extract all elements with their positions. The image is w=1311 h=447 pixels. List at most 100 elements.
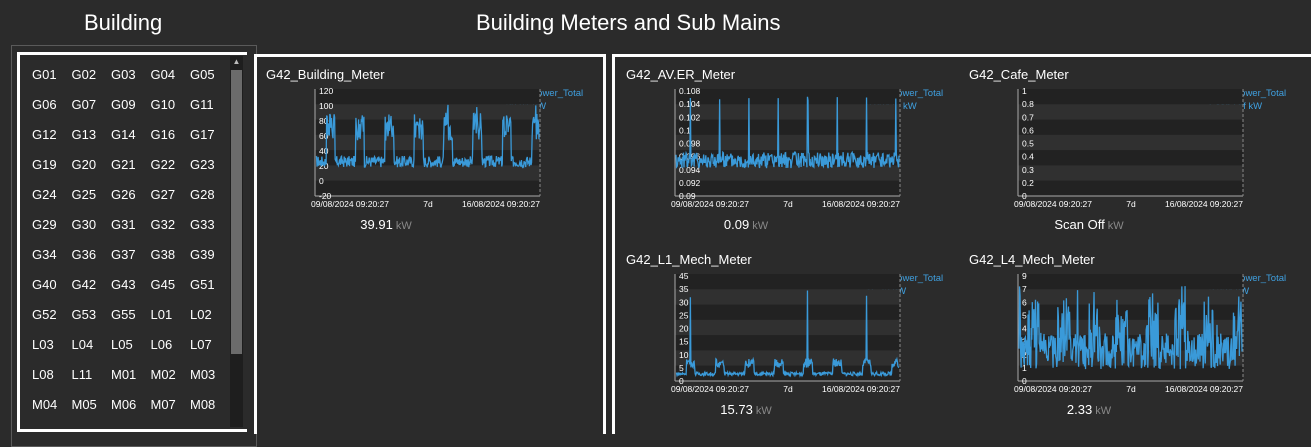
power-line-chart[interactable]: 0.1080.1040.1020.10.0980.0960.0940.0920.…	[626, 83, 956, 211]
building-item[interactable]: G17	[190, 127, 215, 142]
power-line-chart[interactable]: 45 35 30 25 20 15 10 5 009/08/2024 09:20:27 7d 16/…	[626, 268, 956, 396]
chart-band	[315, 89, 540, 105]
building-item[interactable]: L11	[71, 367, 93, 382]
building-item[interactable]: G09	[111, 97, 136, 112]
chart-band	[315, 119, 540, 135]
y-tick-label: 80	[319, 116, 329, 126]
building-list-scrollbar[interactable]: ▲	[230, 56, 243, 427]
building-item[interactable]: G20	[71, 157, 97, 172]
building-item[interactable]: M01	[111, 367, 137, 382]
building-item[interactable]: G53	[71, 307, 97, 322]
building-item[interactable]: M06	[111, 397, 137, 412]
y-tick-label: 1	[1022, 363, 1027, 373]
building-item[interactable]: G31	[111, 217, 136, 232]
building-item[interactable]: G39	[190, 247, 215, 262]
building-item[interactable]: G32	[150, 217, 176, 232]
building-item[interactable]: G43	[111, 277, 136, 292]
y-tick-label: 35	[679, 284, 689, 294]
building-item[interactable]: G52	[32, 307, 57, 322]
scroll-up-icon[interactable]: ▲	[232, 57, 241, 66]
building-item[interactable]: G40	[32, 277, 57, 292]
y-tick-label: 0.6	[1022, 125, 1034, 135]
x-tick-label: 7d	[783, 199, 793, 209]
building-item[interactable]: G22	[150, 157, 176, 172]
y-tick-label: 4	[1022, 324, 1027, 334]
y-tick-label: 30	[679, 297, 689, 307]
y-tick-label: 120	[319, 86, 333, 96]
y-tick-label: 9	[1022, 271, 1027, 281]
building-item[interactable]: L07	[190, 337, 212, 352]
building-item[interactable]: L05	[111, 337, 133, 352]
meter-widget-l1mech[interactable]: G42_L1_Mech_Meter Real_Power_Total 15.73 k…	[626, 252, 956, 424]
current-value-number: 2.33	[1066, 402, 1093, 417]
power-line-chart[interactable]: 1 0.8 0.7 0.6 0.5 0.4 0.3 0.2 009/08/2024 09:20:…	[969, 83, 1299, 211]
building-item[interactable]: G24	[32, 187, 57, 202]
building-item[interactable]: G14	[111, 127, 136, 142]
building-item[interactable]: G10	[150, 97, 176, 112]
building-item[interactable]: G12	[32, 127, 57, 142]
building-item[interactable]: G51	[190, 277, 215, 292]
building-item[interactable]: G34	[32, 247, 57, 262]
building-item[interactable]: G33	[190, 217, 215, 232]
building-item[interactable]: G45	[150, 277, 176, 292]
current-value: Scan Off kW	[969, 217, 1209, 232]
building-item[interactable]: G07	[71, 97, 97, 112]
y-tick-label: 0	[1022, 376, 1027, 386]
building-item[interactable]: L01	[150, 307, 173, 322]
chart-band	[315, 165, 540, 181]
meter-widget-building[interactable]: G42_Building_MeterReal_Power_Total39.91 …	[266, 67, 596, 239]
building-item[interactable]: G21	[111, 157, 136, 172]
chart-band	[675, 180, 900, 196]
y-tick-label: 5	[679, 363, 684, 373]
building-item[interactable]: G01	[32, 67, 57, 82]
y-tick-label: 0.8	[1022, 99, 1034, 109]
building-item[interactable]: G42	[71, 277, 97, 292]
building-item[interactable]: M08	[190, 397, 216, 412]
building-item[interactable]: L04	[71, 337, 94, 352]
x-tick-label: 7d	[783, 384, 793, 394]
current-value-unit: kW	[752, 220, 769, 232]
meter-widget-cafe[interactable]: G42_Cafe_Meter Real_Power_Total Scan Off k…	[969, 67, 1299, 239]
building-item[interactable]: G30	[71, 217, 97, 232]
building-item[interactable]: M07	[150, 397, 176, 412]
building-item[interactable]: M02	[150, 367, 176, 382]
series-line	[675, 96, 900, 169]
building-item[interactable]: G02	[71, 67, 97, 82]
building-item[interactable]: G16	[150, 127, 176, 142]
building-item[interactable]: M04	[32, 397, 58, 412]
building-item[interactable]: M03	[190, 367, 216, 382]
building-item[interactable]: G11	[190, 97, 214, 112]
chart-band	[1018, 304, 1243, 320]
building-item[interactable]: M05	[71, 397, 97, 412]
building-item[interactable]: G06	[32, 97, 57, 112]
building-item[interactable]: L06	[150, 337, 173, 352]
building-item[interactable]: G05	[190, 67, 215, 82]
current-value: 39.91 kW	[266, 217, 506, 232]
building-item[interactable]: G27	[150, 187, 176, 202]
x-tick-label: 7d	[423, 199, 433, 209]
building-item[interactable]: G25	[71, 187, 97, 202]
current-value-unit: kW	[395, 220, 412, 232]
building-item[interactable]: L08	[32, 367, 54, 382]
building-item[interactable]: L02	[190, 307, 212, 322]
scrollbar-thumb[interactable]	[231, 70, 242, 354]
building-item[interactable]: G04	[150, 67, 176, 82]
chart-band	[1018, 180, 1243, 196]
building-item[interactable]: G03	[111, 67, 136, 82]
building-item[interactable]: G37	[111, 247, 136, 262]
building-item[interactable]: G23	[190, 157, 215, 172]
building-item[interactable]: G36	[71, 247, 97, 262]
building-item[interactable]: G13	[71, 127, 97, 142]
building-item[interactable]: G55	[111, 307, 136, 322]
building-item[interactable]: G29	[32, 217, 57, 232]
x-tick-label: 7d	[1126, 199, 1136, 209]
building-item[interactable]: G26	[111, 187, 136, 202]
building-item[interactable]: G38	[150, 247, 176, 262]
building-item[interactable]: G19	[32, 157, 57, 172]
meter-widget-l4mech[interactable]: G42_L4_Mech_Meter Real_Power_Total 2.33 4 k…	[969, 252, 1299, 424]
building-item[interactable]: L03	[32, 337, 54, 352]
building-item[interactable]: G28	[190, 187, 215, 202]
